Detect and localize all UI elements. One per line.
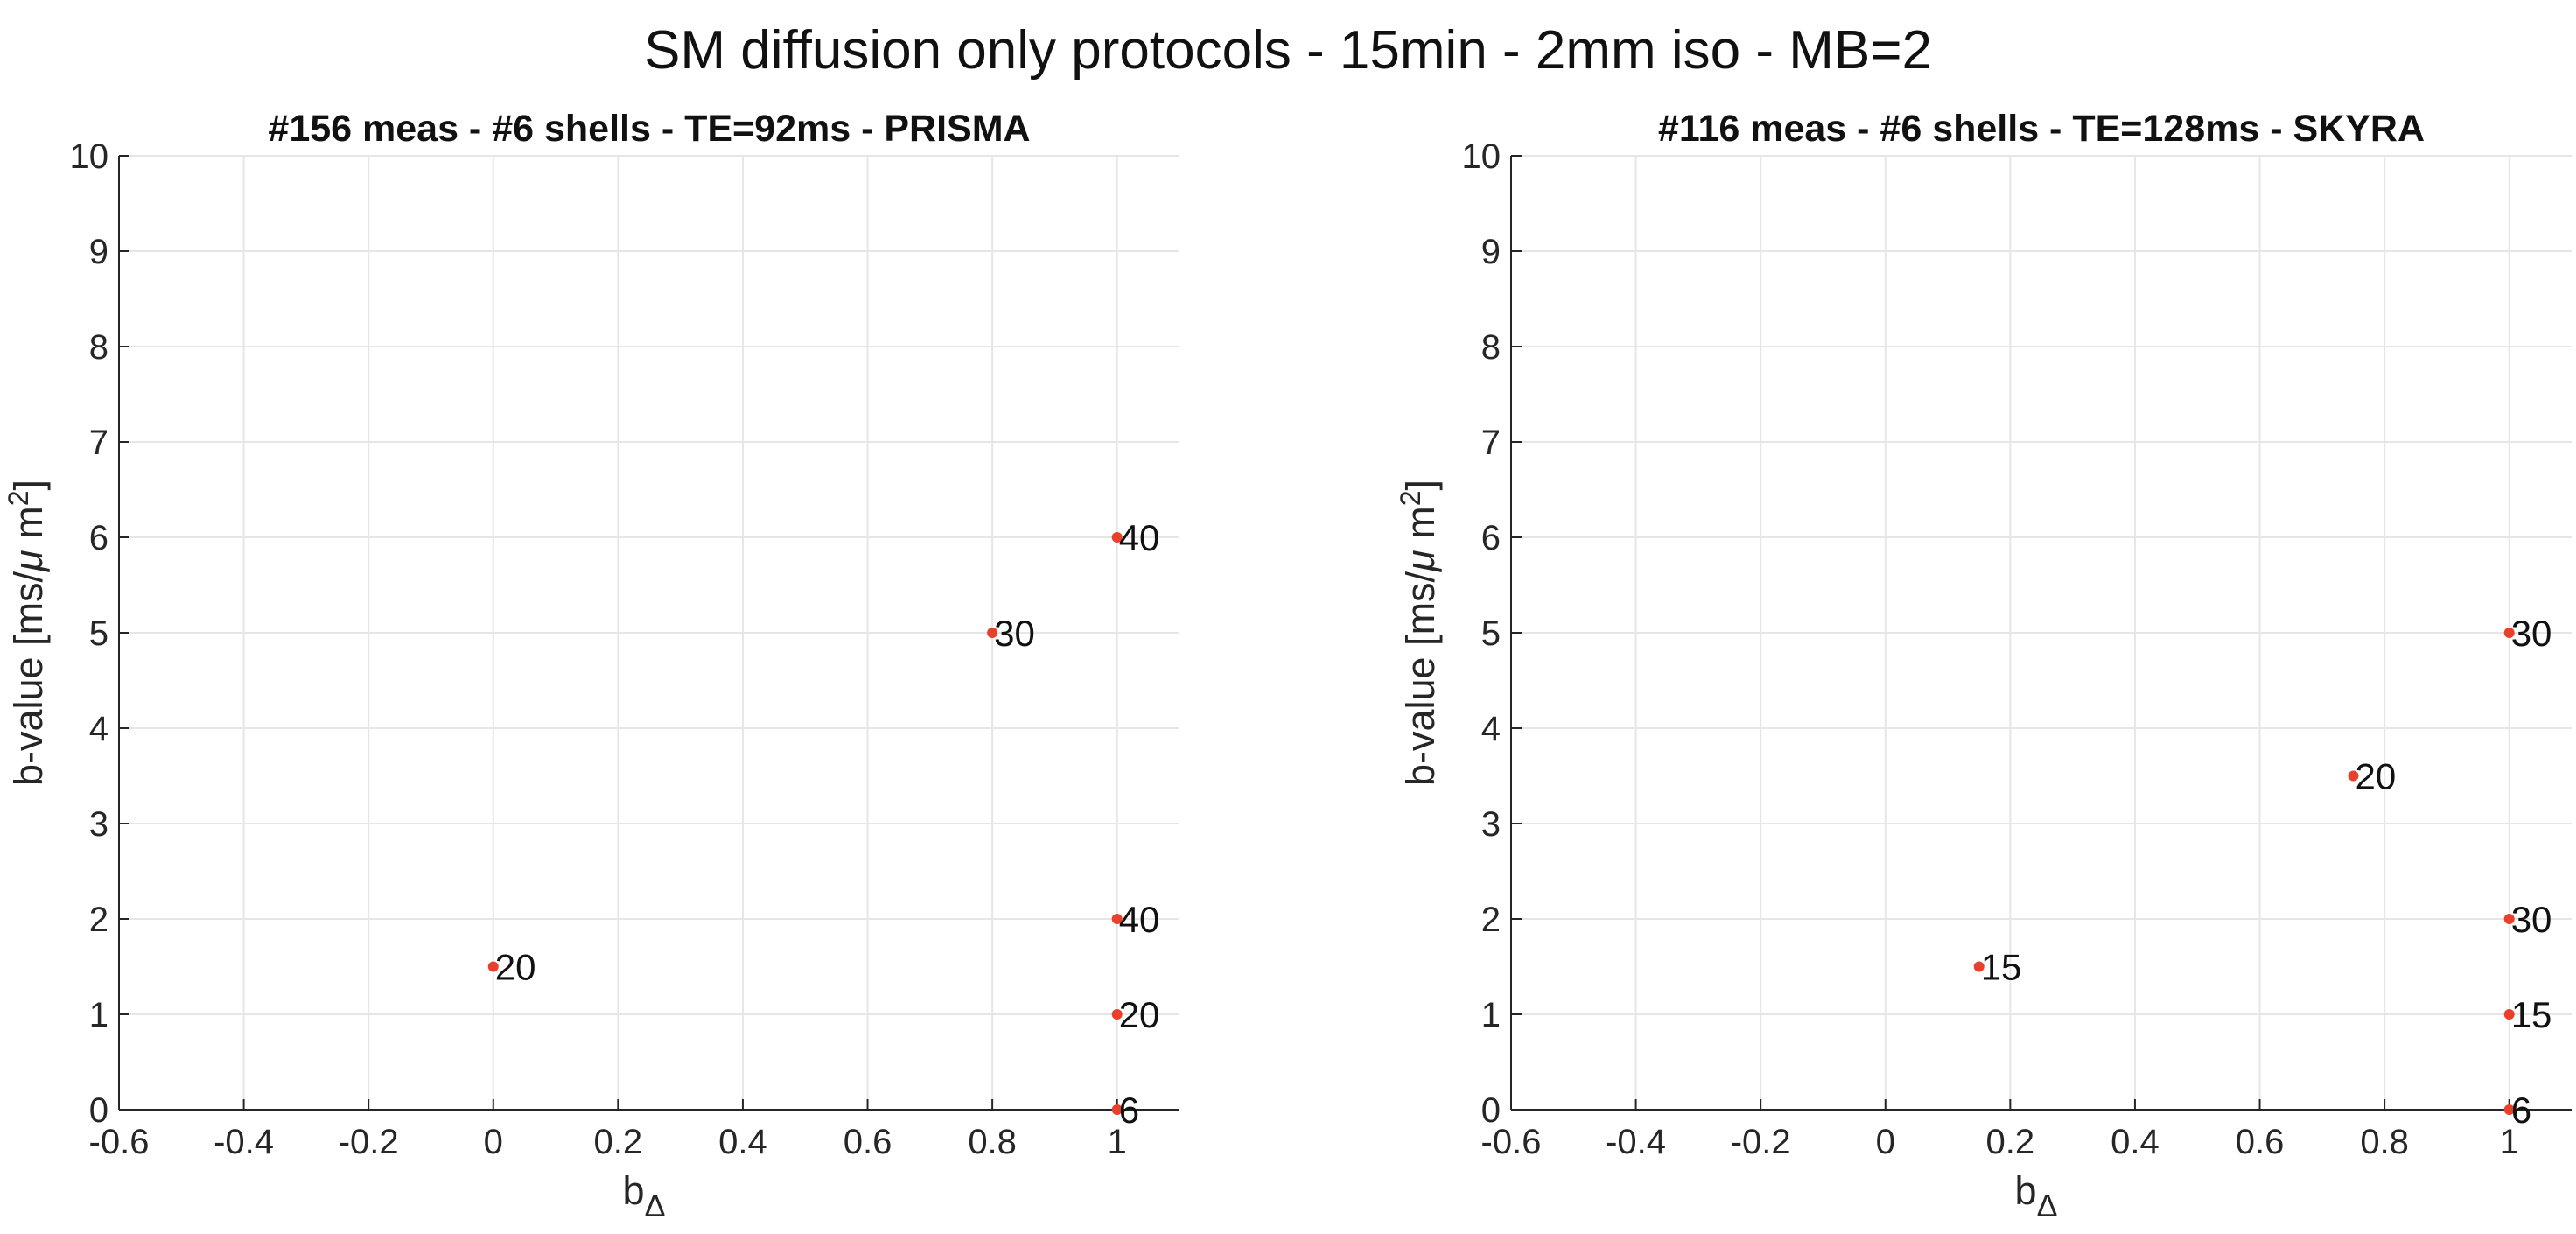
data-label: 20 [495, 947, 536, 988]
data-label: 30 [2511, 613, 2552, 654]
data-label: 15 [1981, 947, 2022, 988]
x-tick-label: -0.2 [339, 1123, 399, 1161]
x-tick-label: -0.4 [214, 1123, 274, 1161]
data-point [2503, 628, 2515, 638]
data-point [1111, 532, 1123, 543]
y-tick-label: 8 [1481, 328, 1501, 367]
data-label: 40 [1119, 899, 1160, 940]
y-tick-label: 6 [1481, 519, 1501, 557]
x-tick-label: 0.8 [968, 1123, 1017, 1161]
data-point [987, 628, 998, 638]
x-tick-label: 0.4 [718, 1123, 767, 1161]
x-tick-label: 0 [1876, 1123, 1895, 1161]
data-label: 15 [2511, 994, 2552, 1035]
y-tick-label: 4 [89, 710, 108, 748]
y-tick-label: 9 [89, 233, 108, 271]
y-axis-title: b-value [ms/μ m2] [3, 480, 51, 786]
x-tick-label: -0.2 [1731, 1123, 1791, 1161]
data-point [487, 961, 499, 972]
x-tick-label: 0.6 [2236, 1123, 2285, 1161]
data-label: 6 [1119, 1090, 1139, 1131]
y-tick-label: 2 [1481, 901, 1501, 939]
x-tick-label: 0.4 [2110, 1123, 2160, 1161]
data-point [1111, 1009, 1123, 1020]
y-tick-label: 9 [1481, 233, 1501, 271]
y-tick-label: 0 [1481, 1091, 1501, 1130]
data-label: 6 [2511, 1090, 2531, 1131]
y-tick-label: 10 [1462, 137, 1502, 176]
data-point [1973, 961, 1984, 972]
data-point [2503, 1104, 2515, 1115]
data-label: 20 [1119, 994, 1160, 1035]
data-label: 30 [994, 613, 1035, 654]
y-tick-label: 10 [70, 137, 109, 176]
data-point [2348, 770, 2359, 782]
x-axis-title: bΔ [622, 1168, 665, 1223]
data-point [2503, 914, 2515, 924]
x-tick-label: -0.6 [1481, 1123, 1542, 1161]
y-tick-label: 2 [89, 901, 108, 939]
data-point [1111, 914, 1123, 924]
y-tick-label: 0 [89, 1091, 108, 1130]
x-tick-label: 0.6 [844, 1123, 892, 1161]
y-tick-label: 7 [1481, 424, 1501, 462]
data-label: 30 [2511, 899, 2552, 940]
x-tick-label: -0.6 [89, 1123, 150, 1161]
x-tick-label: 1 [1108, 1123, 1127, 1161]
y-tick-label: 6 [89, 519, 108, 557]
x-tick-label: 0.8 [2360, 1123, 2409, 1161]
panel-title: #116 meas - #6 shells - TE=128ms - SKYRA [1658, 108, 2425, 150]
y-tick-label: 3 [89, 805, 108, 844]
y-tick-label: 1 [1481, 996, 1501, 1034]
y-tick-label: 7 [89, 424, 108, 462]
data-point [1111, 1104, 1123, 1115]
x-tick-label: 0.2 [1986, 1123, 2035, 1161]
y-tick-label: 4 [1481, 710, 1501, 748]
data-point [2503, 1009, 2515, 1020]
y-axis-title: b-value [ms/μ m2] [1395, 480, 1443, 786]
y-tick-label: 3 [1481, 805, 1501, 844]
y-tick-label: 1 [89, 996, 108, 1034]
x-tick-label: -0.4 [1606, 1123, 1666, 1161]
data-label: 20 [2355, 756, 2396, 797]
scatter-panel-2: -0.6 -0.4 -0.2 0 0.2 0.4 0.6 0.8 1012345678910#1… [1395, 108, 2572, 1223]
figure-title: SM diffusion only protocols - 15min - 2m… [644, 20, 1932, 81]
x-tick-label: 0.2 [594, 1123, 643, 1161]
x-tick-label: 0 [484, 1123, 503, 1161]
y-tick-label: 5 [89, 614, 108, 653]
x-axis-title: bΔ [2014, 1168, 2057, 1223]
x-tick-label: 1 [2500, 1123, 2519, 1161]
y-tick-label: 5 [1481, 614, 1501, 653]
y-tick-label: 8 [89, 328, 108, 367]
scatter-panel-1: -0.6 -0.4 -0.2 0 0.2 0.4 0.6 0.8 1012345678910#1… [3, 108, 1180, 1223]
panel-title: #156 meas - #6 shells - TE=92ms - PRISMA [268, 108, 1030, 150]
data-label: 40 [1119, 517, 1160, 558]
